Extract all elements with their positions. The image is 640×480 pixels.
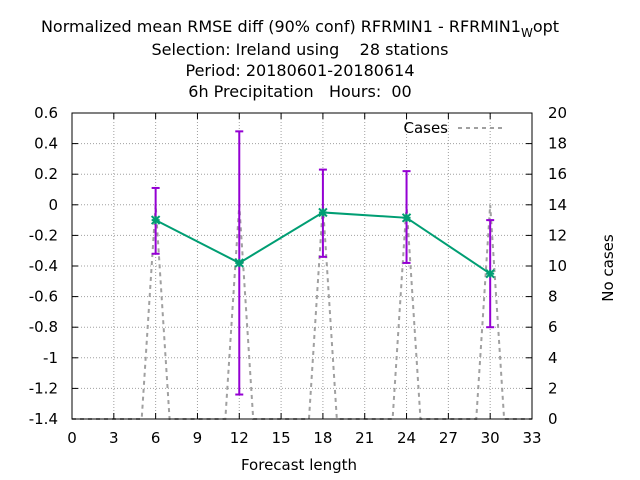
data-point <box>401 213 412 223</box>
cases-line <box>72 204 532 420</box>
y2-tick-label: 8 <box>548 288 558 306</box>
y2-tick-label: 16 <box>548 165 567 183</box>
y-tick-label: 0.2 <box>34 165 58 183</box>
data-point <box>485 268 495 279</box>
y-tick-label: 0 <box>48 196 58 214</box>
rmse-series <box>150 207 495 279</box>
y2-tick-label: 10 <box>548 257 567 275</box>
data-point <box>150 215 161 225</box>
y2-tick-label: 2 <box>548 379 558 397</box>
y2-tick-label: 6 <box>548 318 558 336</box>
title-line-3: Period: 20180601-20180614 <box>185 61 415 80</box>
y-tick-label: -1 <box>43 349 58 367</box>
x-tick-label: 21 <box>355 429 374 447</box>
x-tick-label: 18 <box>313 429 332 447</box>
y2-tick-label: 4 <box>548 349 558 367</box>
error-bars <box>151 130 495 396</box>
title-line-1: Normalized mean RMSE diff (90% conf) RFR… <box>0 16 600 40</box>
y-tick-label: -0.6 <box>29 288 58 306</box>
x-tick-label: 9 <box>193 429 203 447</box>
x-tick-label: 33 <box>522 429 541 447</box>
x-tick-label: 24 <box>397 429 416 447</box>
legend: Cases <box>403 119 506 137</box>
x-tick-label: 3 <box>109 429 119 447</box>
x-tick-label: 30 <box>481 429 500 447</box>
y-axis-left: 0.6 0.4 0.2 0 -0.2 -0.4 -0.6 -0.8 -1 -1.2 -1.4 <box>29 104 78 428</box>
legend-label-cases: Cases <box>403 119 448 137</box>
data-point <box>318 207 328 218</box>
x-tick-label: 15 <box>272 429 291 447</box>
title-line-1-subscript: W <box>520 26 533 40</box>
x-tick-label: 6 <box>151 429 161 447</box>
y-tick-label: 0.6 <box>34 104 58 122</box>
x-axis: 0 3 6 9 12 15 18 21 24 27 30 33 <box>67 113 542 447</box>
title-line-1-main: Normalized mean RMSE diff (90% conf) RFR… <box>40 17 521 36</box>
title-line-2: Selection: Ireland using 28 stations <box>151 40 449 59</box>
y2-tick-label: 0 <box>548 410 558 428</box>
chart-title: Normalized mean RMSE diff (90% conf) RFR… <box>0 16 600 102</box>
y-tick-label: -0.2 <box>29 226 58 244</box>
y-tick-label: -0.4 <box>29 257 58 275</box>
y2-tick-label: 18 <box>548 135 567 153</box>
y2-axis-label: No cases <box>599 234 617 302</box>
data-point <box>234 258 244 268</box>
x-tick-label: 0 <box>67 429 77 447</box>
y-tick-label: -1.2 <box>29 379 58 397</box>
x-axis-label: Forecast length <box>241 456 357 474</box>
y-tick-label: -0.8 <box>29 318 58 336</box>
x-tick-label: 12 <box>230 429 249 447</box>
y-tick-label: 0.4 <box>34 135 58 153</box>
y-tick-label: -1.4 <box>29 410 58 428</box>
title-line-4: 6h Precipitation Hours: 00 <box>188 82 412 101</box>
x-tick-label: 27 <box>439 429 458 447</box>
y2-tick-label: 12 <box>548 226 567 244</box>
cases-series <box>72 204 532 420</box>
title-line-1-tail: opt <box>532 17 560 36</box>
y2-tick-label: 20 <box>548 104 567 122</box>
grid-lines <box>72 113 532 419</box>
y2-tick-label: 14 <box>548 196 567 214</box>
